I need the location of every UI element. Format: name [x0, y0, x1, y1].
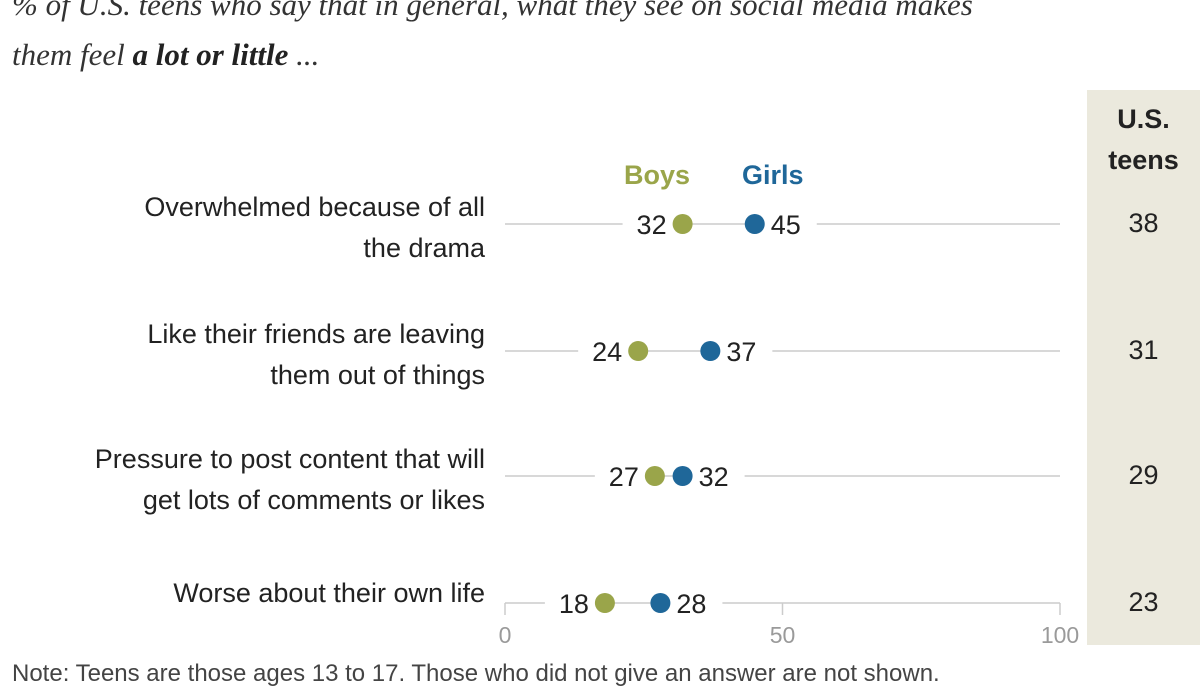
label-gap: [710, 333, 773, 369]
row-label: Worse about their own life: [173, 578, 485, 608]
label-gap: [682, 458, 745, 494]
chart-subtitle: % of U.S. teens who say that in general,…: [12, 0, 1192, 80]
boys-value-label: 27: [609, 462, 639, 492]
boys-dot: [628, 341, 649, 361]
girls-dot: [672, 466, 693, 486]
x-tick-label: 100: [1041, 622, 1079, 648]
legend-boys: Boys: [624, 160, 691, 190]
girls-value-label: 45: [771, 210, 801, 240]
row-label: Overwhelmed because of all: [144, 192, 485, 222]
girls-dot: [650, 593, 671, 613]
subtitle-line-1: % of U.S. teens who say that in general,…: [12, 0, 973, 22]
boys-value-label: 24: [592, 337, 622, 367]
girls-value-label: 37: [726, 337, 756, 367]
subtitle-tail: ...: [288, 37, 320, 72]
label-gap: [660, 585, 723, 621]
footnote: Note: Teens are those ages 13 to 17. Tho…: [12, 660, 940, 687]
boys-dot: [672, 214, 693, 234]
us-teens-value: 23: [1128, 587, 1159, 617]
girls-value-label: 32: [699, 462, 729, 492]
us-teens-header-line-2: teens: [1108, 145, 1179, 175]
dot-plot: 32 45 24 37 27 32 18 28 0 50 100: [498, 206, 1080, 648]
boys-value-label: 18: [559, 589, 589, 619]
subtitle-line-2: them feel a lot or little ...: [12, 30, 1192, 80]
boys-dot: [644, 466, 665, 486]
girls-value-label: 28: [676, 589, 706, 619]
us-teens-value: 31: [1128, 335, 1159, 365]
subtitle-lead: them feel: [12, 37, 133, 72]
us-teens-header-line-1: U.S.: [1117, 104, 1170, 134]
subtitle-emphasis: a lot or little: [132, 37, 289, 72]
row-label: Pressure to post content that will: [94, 444, 485, 474]
us-teens-column: [1087, 90, 1200, 645]
row-label: get lots of comments or likes: [142, 485, 485, 515]
us-teens-value: 38: [1128, 208, 1159, 238]
x-tick-label: 0: [499, 622, 512, 648]
row-label: the drama: [363, 233, 485, 263]
girls-dot: [744, 214, 765, 234]
boys-dot: [594, 593, 615, 613]
row-label: them out of things: [270, 360, 485, 390]
row-label: Like their friends are leaving: [147, 319, 485, 349]
label-gap: [754, 206, 817, 242]
x-tick-label: 50: [770, 622, 796, 648]
girls-dot: [700, 341, 721, 361]
boys-value-label: 32: [637, 210, 667, 240]
legend-girls: Girls: [742, 160, 804, 190]
us-teens-value: 29: [1128, 460, 1159, 490]
